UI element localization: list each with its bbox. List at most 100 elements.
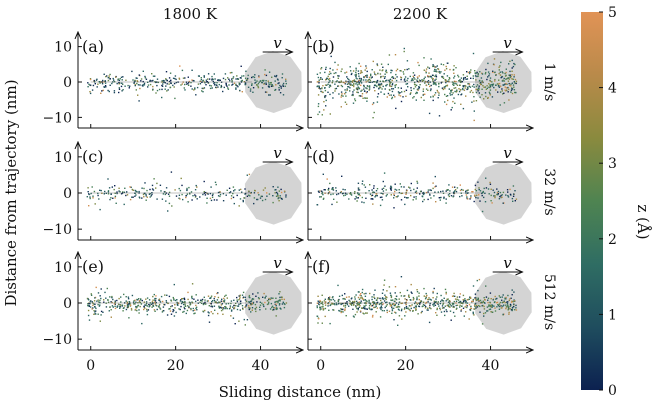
scatter-point bbox=[192, 307, 194, 310]
scatter-point bbox=[407, 307, 409, 309]
scatter-point bbox=[417, 61, 419, 64]
scatter-point bbox=[257, 86, 260, 89]
scatter-point bbox=[463, 77, 465, 79]
scatter-point bbox=[426, 309, 428, 311]
scatter-point bbox=[513, 81, 515, 83]
scatter-point bbox=[183, 298, 186, 301]
scatter-point bbox=[217, 195, 220, 197]
scatter-point bbox=[107, 301, 110, 303]
scatter-point bbox=[336, 201, 338, 203]
scatter-point bbox=[502, 191, 505, 194]
scatter-point bbox=[458, 296, 461, 298]
scatter-point bbox=[478, 187, 480, 189]
scatter-point bbox=[477, 197, 479, 199]
scatter-point bbox=[87, 187, 89, 189]
scatter-point bbox=[109, 78, 111, 80]
scatter-point bbox=[191, 283, 194, 285]
scatter-point bbox=[212, 78, 214, 81]
scatter-point bbox=[151, 193, 153, 196]
scatter-point bbox=[226, 189, 228, 191]
scatter-point bbox=[350, 70, 352, 72]
scatter-point bbox=[125, 308, 128, 311]
scatter-point bbox=[379, 80, 381, 82]
scatter-point bbox=[489, 308, 492, 310]
scatter-point bbox=[435, 301, 437, 303]
scatter-point bbox=[475, 79, 477, 81]
scatter-point bbox=[104, 80, 106, 82]
scatter-point bbox=[373, 296, 375, 298]
scatter-point bbox=[405, 306, 408, 308]
scatter-point bbox=[321, 78, 323, 80]
scatter-point bbox=[397, 303, 400, 306]
scatter-point bbox=[484, 299, 486, 301]
row-label-32ms: 32 m/s bbox=[541, 168, 557, 215]
scatter-point bbox=[379, 297, 381, 300]
scatter-point bbox=[325, 95, 327, 97]
scatter-point bbox=[107, 190, 110, 192]
scatter-point bbox=[94, 311, 96, 313]
scatter-point bbox=[438, 92, 440, 94]
scatter-point bbox=[514, 78, 517, 81]
scatter-point bbox=[147, 86, 149, 88]
scatter-point bbox=[187, 305, 189, 307]
scatter-point bbox=[369, 184, 371, 186]
scatter-point bbox=[356, 91, 358, 93]
scatter-point bbox=[256, 301, 258, 303]
scatter-point bbox=[412, 97, 414, 99]
scatter-point bbox=[509, 308, 511, 310]
scatter-point bbox=[331, 296, 334, 299]
scatter-point bbox=[361, 297, 363, 300]
scatter-point bbox=[490, 194, 492, 197]
scatter-point bbox=[415, 99, 417, 101]
scatter-point bbox=[216, 299, 219, 301]
scatter-point bbox=[349, 66, 351, 68]
scatter-point bbox=[168, 80, 171, 83]
scatter-point bbox=[339, 310, 341, 312]
scatter-point bbox=[489, 292, 492, 294]
scatter-point bbox=[135, 307, 138, 309]
scatter-point bbox=[487, 297, 490, 299]
scatter-point bbox=[359, 95, 362, 97]
scatter-point bbox=[340, 80, 342, 82]
scatter-point bbox=[365, 87, 367, 89]
scatter-point bbox=[478, 85, 480, 87]
scatter-point bbox=[455, 300, 458, 302]
scatter-point bbox=[446, 299, 449, 301]
scatter-point bbox=[152, 295, 154, 298]
scatter-point bbox=[248, 173, 251, 176]
scatter-point bbox=[235, 78, 237, 80]
scatter-point bbox=[344, 101, 347, 103]
scatter-point bbox=[505, 304, 507, 306]
scatter-point bbox=[411, 304, 413, 306]
scatter-point bbox=[359, 194, 361, 197]
scatter-point bbox=[244, 192, 247, 195]
scatter-point bbox=[465, 311, 467, 313]
scatter-point bbox=[432, 290, 434, 293]
scatter-point bbox=[228, 78, 230, 80]
scatter-point bbox=[180, 84, 182, 86]
scatter-point bbox=[328, 191, 331, 193]
scatter-point bbox=[334, 300, 336, 302]
scatter-point bbox=[184, 304, 186, 306]
scatter-point bbox=[201, 90, 203, 92]
scatter-point bbox=[324, 315, 326, 318]
scatter-point bbox=[239, 298, 241, 300]
scatter-point bbox=[138, 100, 140, 102]
scatter-point bbox=[182, 198, 184, 201]
scatter-point bbox=[357, 304, 360, 306]
scatter-point bbox=[501, 88, 503, 90]
scatter-point bbox=[94, 306, 96, 308]
scatter-point bbox=[454, 87, 457, 89]
scatter-point bbox=[209, 87, 212, 90]
scatter-point bbox=[99, 295, 101, 297]
scatter-point bbox=[118, 87, 120, 89]
scatter-point bbox=[368, 81, 370, 83]
scatter-point bbox=[206, 202, 208, 204]
scatter-point bbox=[370, 73, 372, 75]
scatter-point bbox=[236, 85, 238, 87]
scatter-point bbox=[507, 86, 509, 89]
scatter-point bbox=[356, 304, 359, 306]
scatter-point bbox=[258, 81, 260, 83]
scatter-point bbox=[448, 193, 451, 195]
scatter-point bbox=[276, 307, 278, 309]
